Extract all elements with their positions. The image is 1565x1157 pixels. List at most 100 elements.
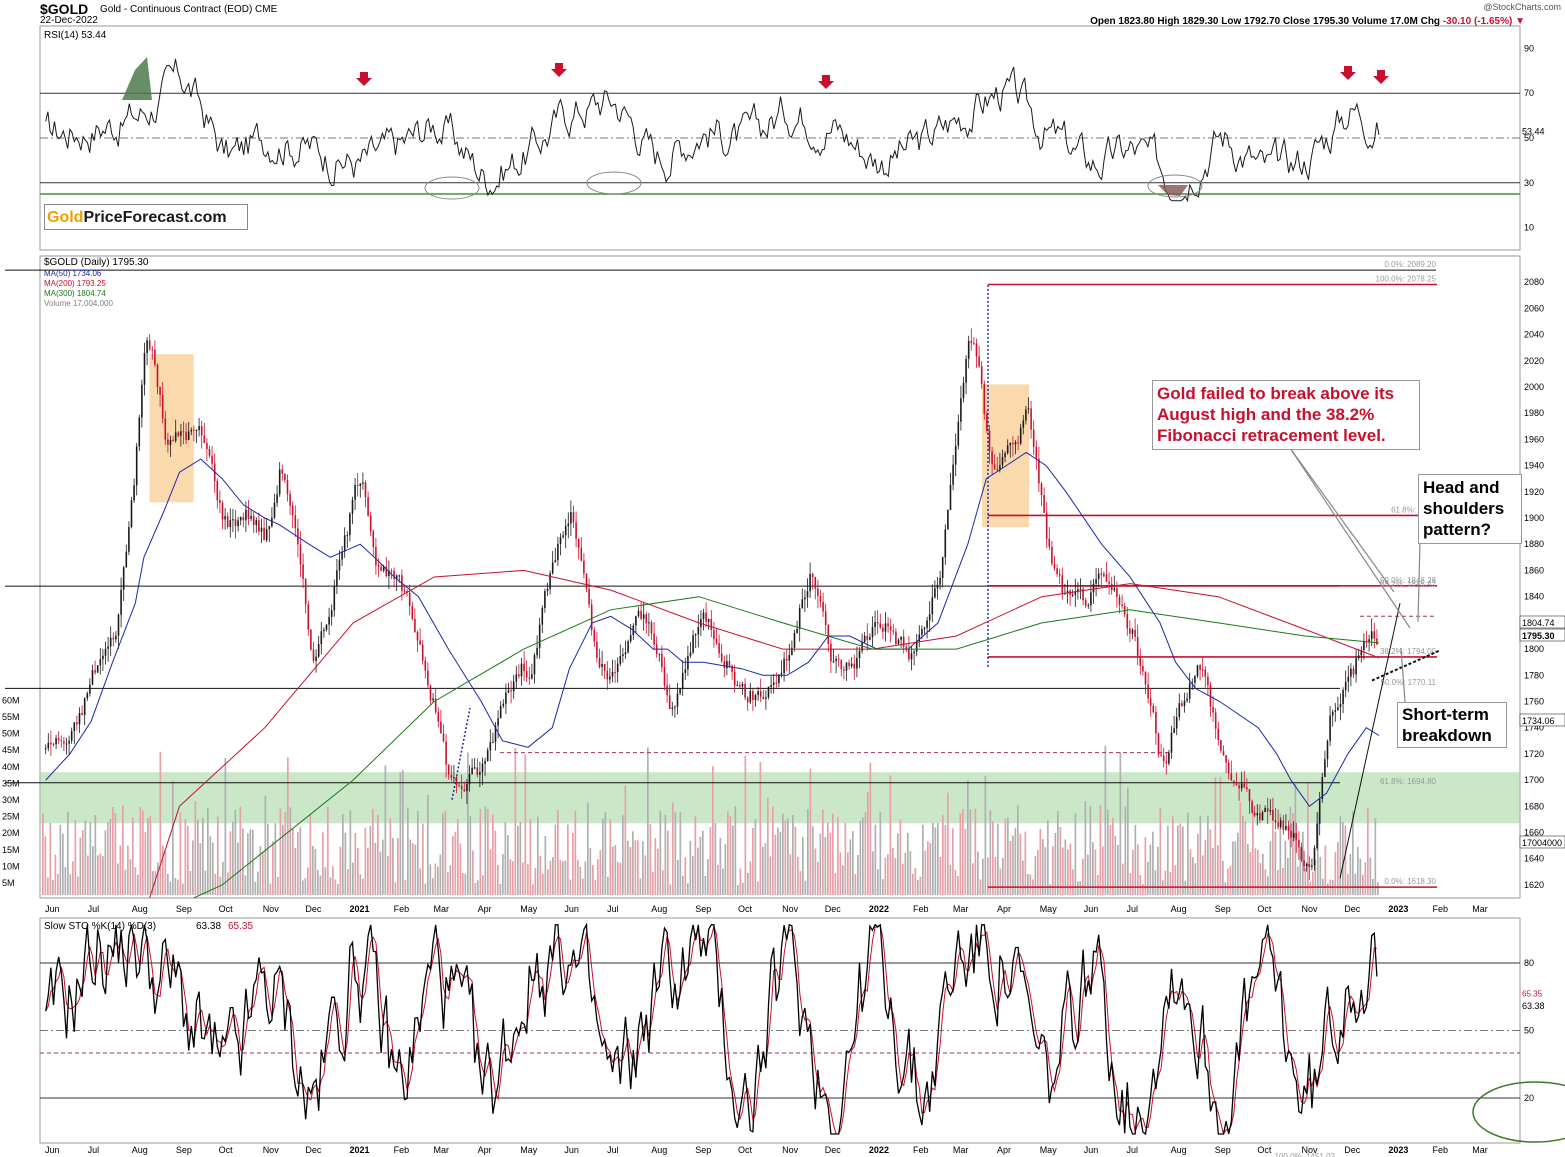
price-candle <box>525 671 528 678</box>
price-marker-box <box>1519 835 1565 849</box>
volume-bar <box>409 839 412 895</box>
volume-bar <box>494 830 497 895</box>
price-candle <box>827 624 830 644</box>
price-candle <box>999 465 1001 470</box>
price-candle <box>1113 588 1116 591</box>
price-candle <box>962 382 965 399</box>
volume-bar <box>84 820 87 895</box>
volume-bar <box>227 872 229 895</box>
price-candle <box>1253 812 1256 816</box>
price-candle <box>1040 483 1043 496</box>
price-candle <box>447 764 450 775</box>
price-candle <box>1147 684 1149 699</box>
price-x-label: Mar <box>1472 904 1488 914</box>
volume-bar <box>399 771 402 895</box>
volume-bar <box>1079 881 1082 895</box>
price-candle <box>551 562 554 574</box>
volume-bar <box>127 845 129 895</box>
price-candle <box>148 340 151 350</box>
price-candle <box>1181 703 1183 706</box>
volume-bar <box>834 873 837 895</box>
price-candle <box>931 597 934 615</box>
ma200-line <box>179 569 1380 807</box>
volume-bar <box>954 869 957 895</box>
price-candle <box>73 722 76 732</box>
price-candle <box>185 431 187 441</box>
volume-bar <box>1229 865 1232 895</box>
price-candle <box>484 761 486 764</box>
volume-bar <box>879 811 882 895</box>
volume-bar <box>749 861 752 895</box>
price-candle <box>278 469 281 495</box>
price-candle <box>55 738 57 745</box>
price-candle <box>416 631 419 641</box>
volume-bar <box>1107 809 1109 895</box>
volume-bar <box>432 878 434 895</box>
volume-bar <box>1084 801 1087 895</box>
price-candle <box>1363 641 1365 651</box>
price-candle <box>1173 728 1175 733</box>
price-tick-label: 1860 <box>1524 565 1544 575</box>
volume-bar <box>1249 852 1252 895</box>
volume-bar <box>1052 846 1054 895</box>
volume-bar <box>179 812 182 895</box>
price-candle <box>44 748 47 750</box>
volume-bar <box>624 785 627 895</box>
price-candle <box>798 608 801 629</box>
price-candle <box>434 698 437 713</box>
price-candle <box>762 696 765 700</box>
price-candle <box>796 628 798 633</box>
price-x-label: Dec <box>825 904 842 914</box>
sto-circle-marker <box>1472 1081 1565 1143</box>
volume-bar <box>729 816 732 895</box>
price-candle <box>453 777 455 779</box>
price-candle <box>645 614 648 624</box>
volume-bar <box>1152 831 1154 895</box>
chart-date: 22-Dec-2022 <box>40 15 98 26</box>
fib-level-label: 0.0%: 2089.20 <box>1384 260 1436 269</box>
sto-k-value: 63.38 <box>196 921 221 932</box>
volume-bar <box>282 824 284 895</box>
volume-bar <box>629 846 632 895</box>
price-candle <box>346 535 349 537</box>
price-candle <box>258 520 260 532</box>
price-candle <box>609 676 611 680</box>
sto-x-label: Mar <box>433 1145 449 1155</box>
volume-bar <box>239 806 242 895</box>
volume-bar <box>254 881 257 895</box>
price-candle <box>996 468 999 470</box>
price-candle <box>1105 574 1108 582</box>
price-candle <box>388 570 390 577</box>
price-candle <box>658 653 661 655</box>
price-candle <box>1355 658 1357 675</box>
volume-bar <box>382 839 384 895</box>
volume-bar <box>302 880 304 895</box>
volume-bar <box>489 849 492 895</box>
volume-bar <box>1114 835 1117 895</box>
price-candle <box>440 721 442 734</box>
price-candle <box>187 431 190 441</box>
volume-bar <box>552 857 554 895</box>
volume-bar <box>204 870 207 895</box>
volume-bar <box>889 775 892 895</box>
volume-bar <box>1087 854 1089 895</box>
volume-bar <box>829 832 832 895</box>
volume-bar <box>367 847 369 895</box>
volume-bar <box>794 826 797 895</box>
price-candle <box>567 523 570 526</box>
volume-bar <box>564 860 567 895</box>
price-candle <box>325 624 328 630</box>
price-x-label: Dec <box>1344 904 1361 914</box>
volume-bar <box>1172 816 1174 895</box>
volume-bar <box>209 836 212 895</box>
price-candle <box>473 767 476 769</box>
price-candle <box>450 774 453 779</box>
volume-bar <box>352 862 354 895</box>
volume-bar <box>194 801 197 895</box>
volume-bar <box>144 832 147 895</box>
price-candle <box>1191 682 1194 684</box>
volume-bar <box>1017 805 1019 895</box>
price-tick-label: 1780 <box>1524 670 1544 680</box>
price-candle <box>913 651 915 654</box>
